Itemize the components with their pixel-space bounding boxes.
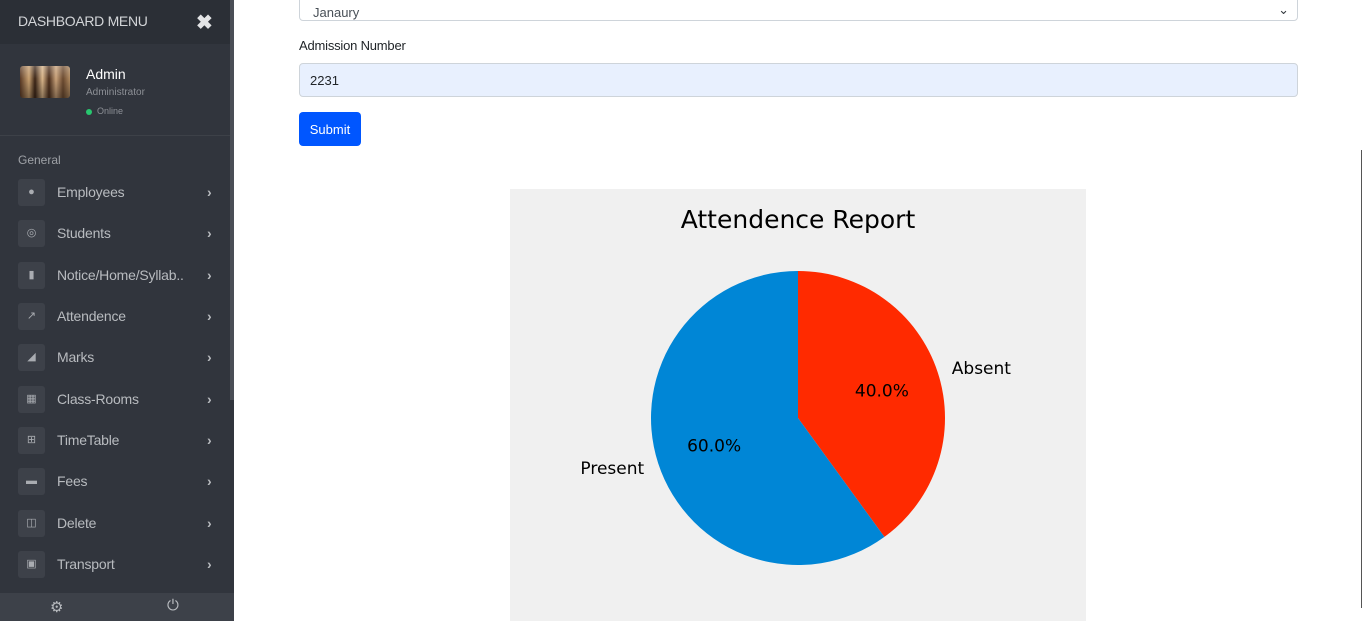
- sidebar-item-label: Delete: [57, 515, 97, 531]
- student-icon: ◎: [18, 220, 45, 247]
- sidebar-footer: ⚙ ⏻: [0, 593, 234, 621]
- sidebar-item-label: Marks: [57, 349, 95, 365]
- close-icon[interactable]: ✖: [196, 12, 213, 34]
- sidebar-header: DASHBOARD MENU ✖: [0, 0, 230, 44]
- sidebar: DASHBOARD MENU ✖ Admin Administrator Onl…: [0, 0, 234, 621]
- bus-icon: ▣: [18, 551, 45, 578]
- power-icon[interactable]: ⏻: [167, 597, 179, 614]
- sidebar-item-label: Employees: [57, 184, 125, 200]
- attendence-chart: Attendence Report 40.0% Absent 60.0% Presen…: [510, 189, 1086, 621]
- pie-category-label-absent: Absent: [952, 359, 1012, 379]
- chevron-right-icon: ›: [207, 349, 212, 365]
- table-icon: ⊞: [18, 427, 45, 454]
- page-divider: [1361, 150, 1362, 608]
- sidebar-item-label: Fees: [57, 473, 88, 489]
- chevron-right-icon: ›: [207, 267, 212, 283]
- sidebar-item-marks[interactable]: ◢ Marks ›: [0, 341, 230, 373]
- sidebar-item-notice[interactable]: ▮ Notice/Home/Syllab.. ›: [0, 259, 230, 291]
- user-profile: Admin Administrator Online: [0, 44, 230, 136]
- chevron-right-icon: ›: [207, 225, 212, 241]
- sidebar-scrollbar[interactable]: [230, 0, 234, 400]
- online-dot-icon: [86, 108, 92, 115]
- chevron-right-icon: ›: [207, 391, 212, 407]
- pie-slice-absent: [798, 271, 945, 537]
- admission-number-input[interactable]: [299, 63, 1298, 97]
- sidebar-section-label: General: [18, 153, 61, 167]
- user-icon: ●: [18, 179, 45, 206]
- sidebar-item-attendence[interactable]: ↗ Attendence ›: [0, 300, 230, 332]
- admission-number-label: Admission Number: [299, 38, 406, 53]
- chevron-right-icon: ›: [207, 432, 212, 448]
- sidebar-title: DASHBOARD MENU: [18, 13, 148, 29]
- profile-status: Online: [86, 106, 123, 116]
- chevron-right-icon: ›: [207, 473, 212, 489]
- document-icon: ▮: [18, 262, 45, 289]
- pie-value-label-present: 60.0%: [687, 436, 741, 456]
- sidebar-item-timetable[interactable]: ⊞ TimeTable ›: [0, 424, 230, 456]
- month-select-value: Janaury: [313, 5, 360, 20]
- sidebar-item-delete[interactable]: ◫ Delete ›: [0, 507, 230, 539]
- avatar: [20, 66, 70, 98]
- gear-icon[interactable]: ⚙: [50, 599, 64, 616]
- pie-slice-present: [650, 271, 885, 565]
- profile-status-label: Online: [97, 106, 124, 116]
- profile-name: Admin: [86, 66, 126, 82]
- credit-card-icon: ▬: [18, 468, 45, 495]
- pie-value-label-absent: 40.0%: [855, 382, 909, 402]
- chart-area-icon: ◢: [18, 344, 45, 371]
- pie-category-label-present: Present: [580, 459, 644, 479]
- sidebar-item-label: TimeTable: [57, 432, 120, 448]
- sidebar-item-label: Class-Rooms: [57, 391, 139, 407]
- chevron-right-icon: ›: [207, 184, 212, 200]
- chevron-right-icon: ›: [207, 556, 212, 572]
- submit-button[interactable]: Submit: [299, 112, 361, 146]
- chart-line-icon: ↗: [18, 303, 45, 330]
- building-icon: ▦: [18, 386, 45, 413]
- sidebar-item-students[interactable]: ◎ Students ›: [0, 217, 230, 249]
- month-select[interactable]: Janaury ⌄: [299, 0, 1298, 21]
- profile-role: Administrator: [86, 87, 145, 98]
- sidebar-item-employees[interactable]: ● Employees ›: [0, 176, 230, 208]
- sidebar-item-class-rooms[interactable]: ▦ Class-Rooms ›: [0, 383, 230, 415]
- sidebar-item-label: Attendence: [57, 308, 126, 324]
- sidebar-item-transport[interactable]: ▣ Transport ›: [0, 548, 230, 580]
- pie-chart-svg: Attendence Report 40.0% Absent 60.0% Presen…: [580, 205, 1012, 565]
- sidebar-item-fees[interactable]: ▬ Fees ›: [0, 465, 230, 497]
- chart-title: Attendence Report: [681, 205, 916, 234]
- sidebar-item-label: Notice/Home/Syllab..: [57, 267, 184, 283]
- sidebar-item-label: Transport: [57, 556, 115, 572]
- trash-icon: ◫: [18, 510, 45, 537]
- chevron-right-icon: ›: [207, 308, 212, 324]
- chevron-right-icon: ›: [207, 515, 212, 531]
- chevron-down-icon: ⌄: [1278, 2, 1289, 17]
- sidebar-item-label: Students: [57, 225, 111, 241]
